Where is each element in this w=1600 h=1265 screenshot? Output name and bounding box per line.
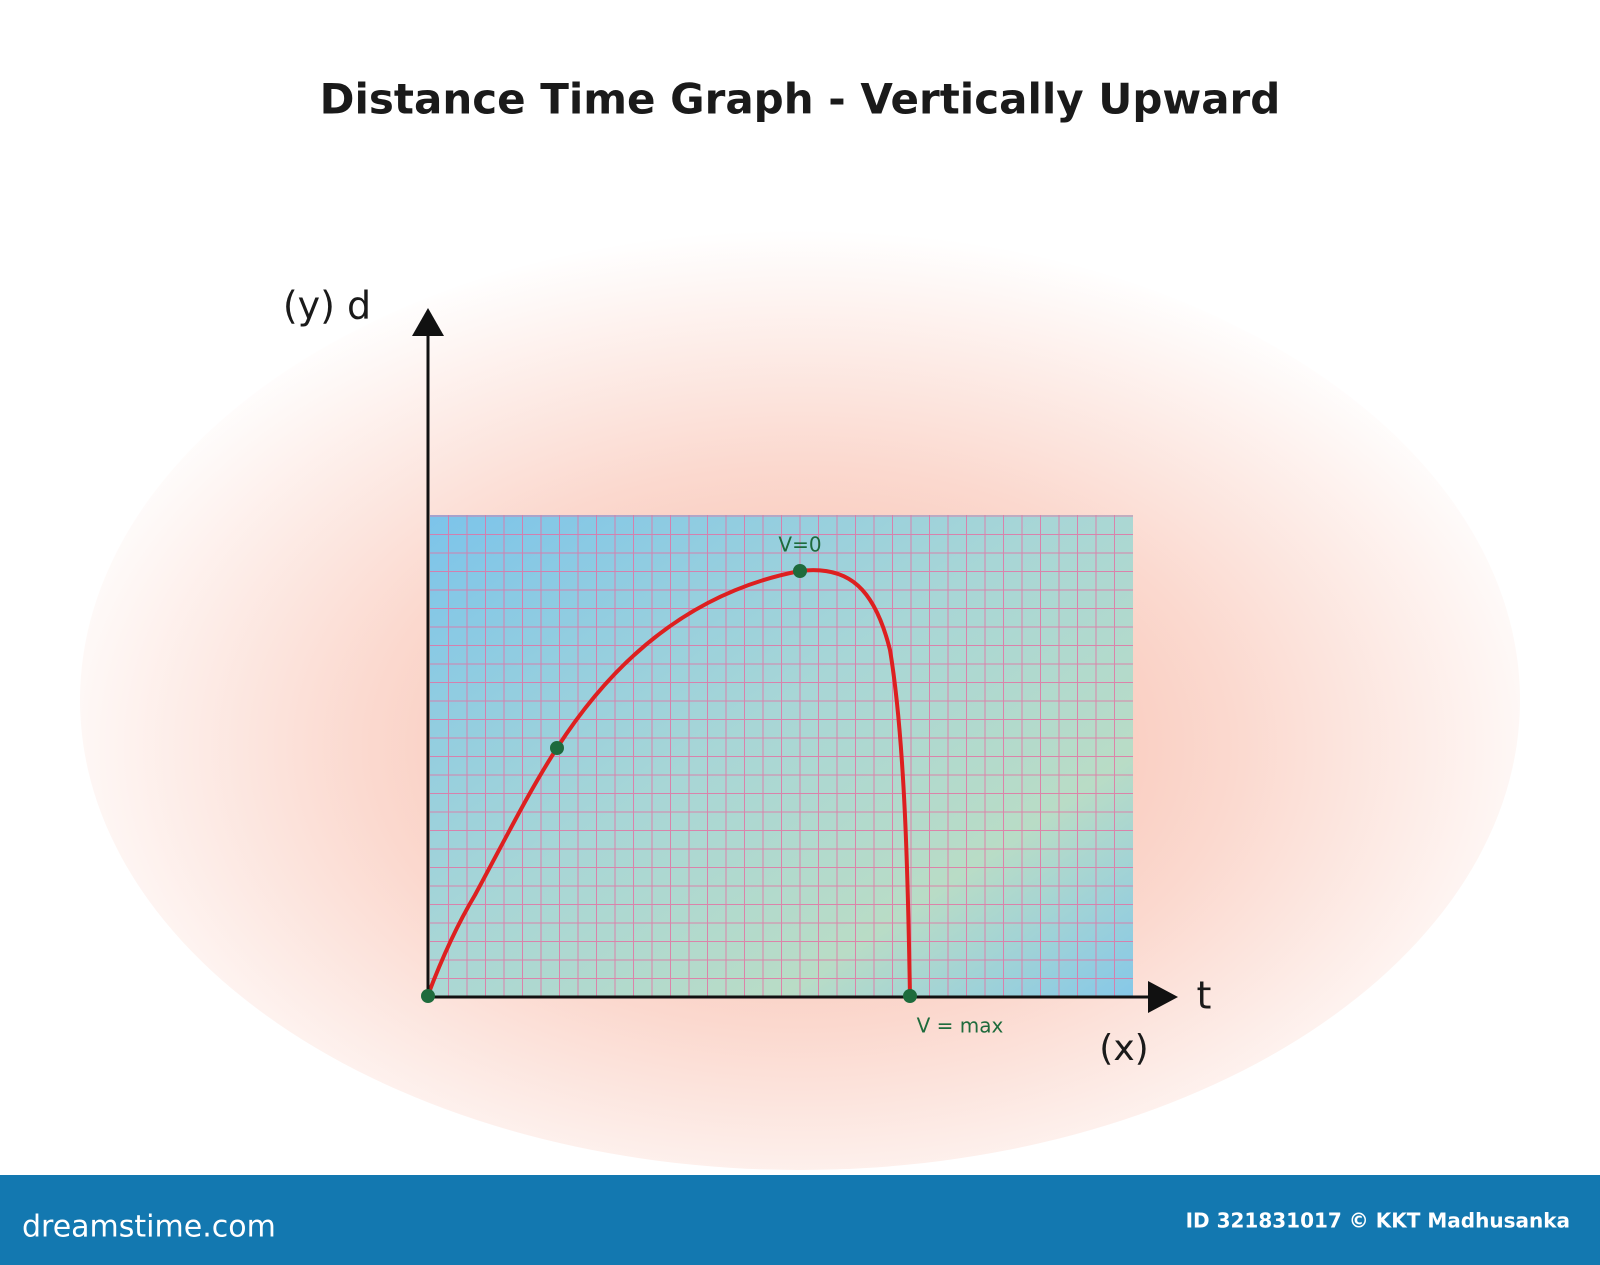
curve <box>426 568 912 998</box>
points <box>421 564 917 1003</box>
point <box>903 989 917 1003</box>
peak-annotation: V=0 <box>778 533 821 557</box>
x-arrow <box>1148 981 1178 1013</box>
title: Distance Time Graph - Vertically Upward <box>320 75 1281 124</box>
footer-credit: ID 321831017 © KKT Madhusanka <box>1186 1209 1570 1233</box>
point <box>421 989 435 1003</box>
ground-annotation: V = max <box>917 1014 1004 1038</box>
y-label: (y) d <box>283 284 371 328</box>
footer-band <box>0 1175 1600 1265</box>
point <box>550 741 564 755</box>
x-symbol: t <box>1197 974 1212 1018</box>
point <box>793 564 807 578</box>
x-label: (x) <box>1099 1028 1148 1069</box>
footer-site: dreamstime.com <box>22 1210 276 1245</box>
y-arrow <box>412 308 444 336</box>
